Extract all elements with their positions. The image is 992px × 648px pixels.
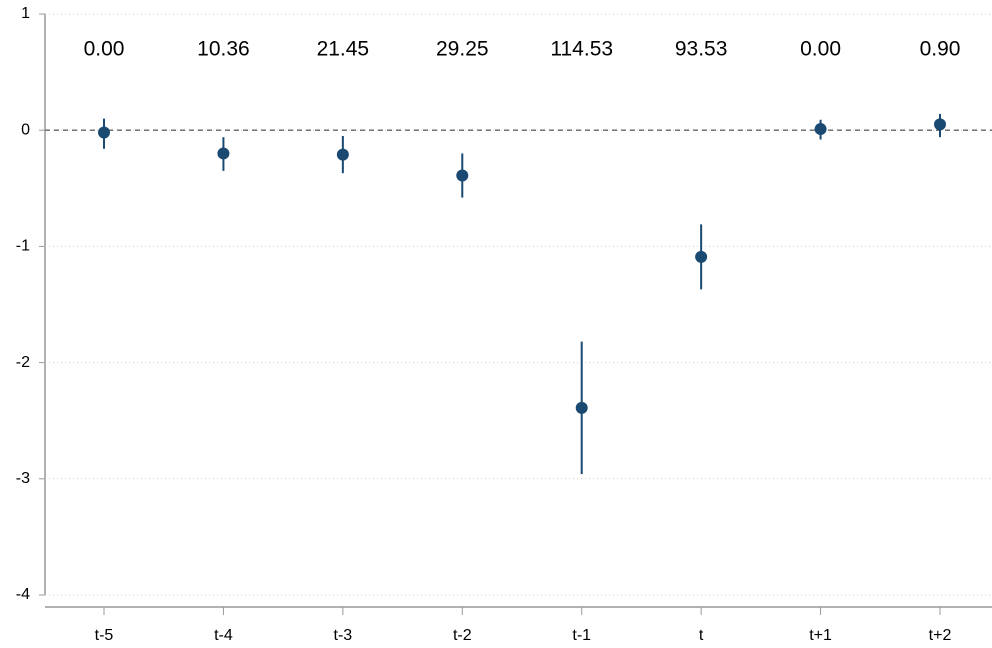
y-tick-label: -3 — [16, 470, 30, 487]
point — [695, 250, 708, 263]
x-tick-label: t-1 — [572, 627, 591, 644]
y-tick-label: -1 — [16, 238, 30, 255]
x-tick-label: t — [699, 627, 704, 644]
point — [456, 169, 469, 182]
x-tick-label: t+2 — [929, 627, 952, 644]
annotation: 29.25 — [436, 38, 489, 61]
x-tick-label: t-3 — [334, 627, 353, 644]
annotation: 114.53 — [550, 38, 613, 61]
y-tick-label: 0 — [21, 121, 30, 138]
annotation: 10.36 — [197, 38, 250, 61]
point — [336, 148, 349, 161]
x-tick-label: t-5 — [95, 627, 114, 644]
y-tick-label: 1 — [21, 5, 30, 22]
annotation: 93.53 — [675, 38, 728, 61]
annotation: 21.45 — [317, 38, 370, 61]
point — [575, 401, 588, 414]
y-tick-label: -2 — [16, 354, 30, 371]
x-tick-label: t-4 — [214, 627, 233, 644]
point — [814, 123, 827, 136]
x-tick-label: t+1 — [809, 627, 832, 644]
point — [934, 118, 946, 131]
x-tick-label: t-2 — [453, 627, 472, 644]
annotation: 0.00 — [84, 38, 125, 61]
point — [98, 126, 110, 139]
annotation: 0.00 — [800, 38, 841, 61]
annotation: 0.90 — [920, 38, 961, 61]
y-tick-label: -4 — [16, 586, 30, 603]
point — [217, 147, 230, 160]
